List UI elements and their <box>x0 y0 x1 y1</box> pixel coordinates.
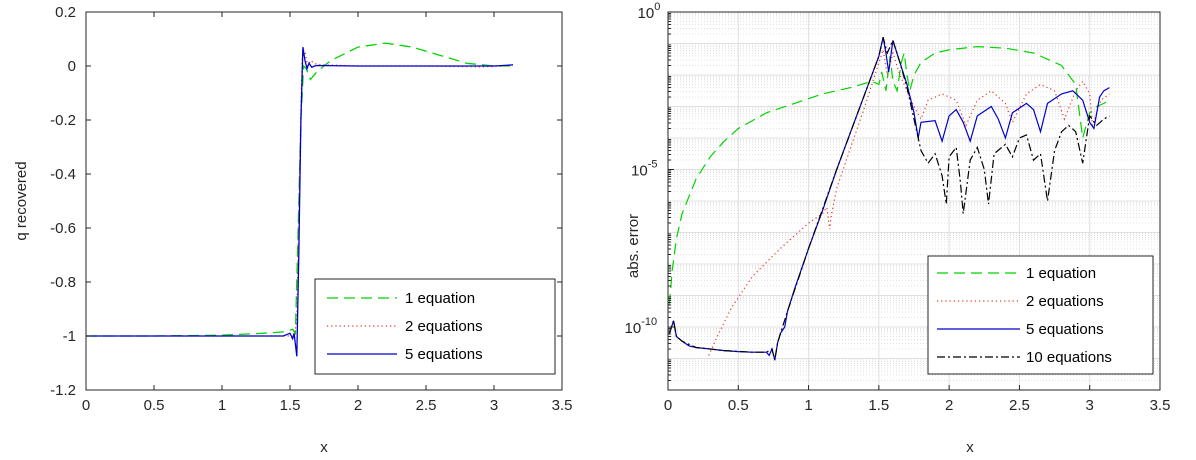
x-tick-label: 1 <box>804 397 812 414</box>
x-tick-label: 3.5 <box>552 397 573 414</box>
x-axis-label: x <box>320 439 328 456</box>
x-tick-label: 1.5 <box>280 397 301 414</box>
x-tick-label: 3 <box>1086 397 1094 414</box>
x-tick-label: 0 <box>82 397 90 414</box>
x-axis-label: x <box>966 439 974 456</box>
legend-label: 5 equations <box>1026 321 1104 338</box>
x-tick-label: 3 <box>490 397 498 414</box>
abs-error-chart: 0 0.5 1 1.5 2 2.5 3 3.5 100 10-5 10-10 x abs. error 1… <box>625 1 1171 456</box>
x-tick-label: 0 <box>664 397 672 414</box>
legend: 1 equation 2 equations 5 equations <box>314 278 556 375</box>
y-axis-label: q recovered <box>13 161 30 240</box>
legend-box <box>927 255 1154 375</box>
q-recovered-chart: 0 0.5 1 1.5 2 2.5 3 3.5 0.2 0 -0.2 -0.4 -0.6 -0.8 -1 -1… <box>13 4 572 456</box>
x-tick-label: 2.5 <box>416 397 437 414</box>
series-line-1 <box>668 45 1110 306</box>
x-tick-label: 2 <box>945 397 953 414</box>
x-tick-label: 1 <box>218 397 226 414</box>
x-tick-label: 2.5 <box>1009 397 1030 414</box>
y-tick-label: -0.4 <box>50 166 76 183</box>
series-line-1 <box>86 42 513 337</box>
x-tick-label: 0.5 <box>728 397 749 414</box>
x-tick-label: 0.5 <box>144 397 165 414</box>
x-tick-label: 1.5 <box>868 397 889 414</box>
legend-label: 5 equations <box>405 346 483 363</box>
y-axis-label: abs. error <box>625 214 642 278</box>
y-tick-label: -0.8 <box>50 274 76 291</box>
series-line-4 <box>668 37 1110 361</box>
y-tick-label: 10-5 <box>631 159 657 180</box>
legend-label: 1 equation <box>1026 265 1096 282</box>
legend-label: 2 equations <box>405 318 483 335</box>
series-line-3 <box>86 47 514 357</box>
y-tick-label: 100 <box>638 1 661 22</box>
y-tick-label: 0 <box>68 58 76 75</box>
x-tick-label: 2 <box>354 397 362 414</box>
axes-box <box>667 11 1161 391</box>
y-tick-label: 0.2 <box>55 4 76 21</box>
y-tick-label: -0.2 <box>50 112 76 129</box>
y-tick-label: -0.6 <box>50 220 76 237</box>
x-tick-label: 3.5 <box>1150 397 1171 414</box>
legend-label: 10 equations <box>1026 349 1112 366</box>
axes-box <box>85 11 563 391</box>
y-tick-label: -1 <box>63 328 76 345</box>
y-tick-label: 10-10 <box>625 316 658 337</box>
legend-label: 1 equation <box>405 290 475 307</box>
legend-label: 2 equations <box>1026 293 1104 310</box>
legend: 1 equation 2 equations 5 equations 10 equat… <box>927 255 1154 375</box>
legend-box <box>314 278 556 375</box>
y-tick-label: -1.2 <box>50 382 76 399</box>
